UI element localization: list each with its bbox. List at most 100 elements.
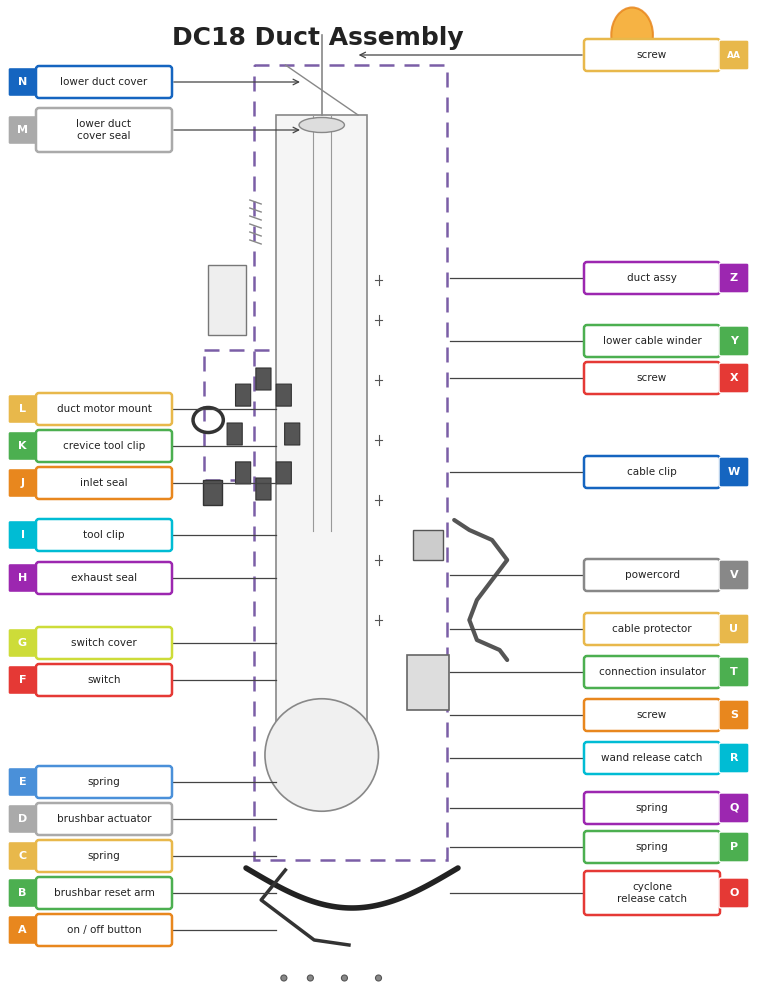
Bar [204, 350, 322, 480]
Text: cyclone
release catch: cyclone release catch [617, 882, 687, 904]
FancyBboxPatch shape [8, 666, 37, 694]
Ellipse shape [375, 975, 382, 981]
FancyBboxPatch shape [8, 115, 37, 144]
FancyBboxPatch shape [719, 326, 749, 356]
Text: A: A [18, 925, 26, 935]
Text: K: K [18, 441, 26, 451]
FancyBboxPatch shape [719, 40, 749, 70]
FancyBboxPatch shape [8, 629, 37, 658]
Text: lower cable winder: lower cable winder [603, 336, 702, 346]
Text: J: J [20, 478, 24, 488]
FancyBboxPatch shape [719, 363, 749, 393]
Ellipse shape [265, 699, 378, 811]
Text: brushbar reset arm: brushbar reset arm [54, 888, 154, 898]
FancyBboxPatch shape [36, 877, 172, 909]
FancyBboxPatch shape [719, 657, 749, 687]
FancyBboxPatch shape [584, 656, 720, 688]
FancyBboxPatch shape [276, 462, 291, 484]
FancyBboxPatch shape [584, 742, 720, 774]
Text: crevice tool clip: crevice tool clip [63, 441, 145, 451]
Ellipse shape [307, 975, 313, 981]
Text: O: O [729, 888, 739, 898]
Text: spring: spring [636, 803, 668, 813]
Text: T: T [730, 667, 738, 677]
Text: cable protector: cable protector [612, 624, 692, 634]
Bar [254, 65, 447, 860]
FancyBboxPatch shape [719, 793, 749, 823]
Text: switch: switch [87, 675, 121, 685]
FancyBboxPatch shape [36, 840, 172, 872]
FancyBboxPatch shape [719, 263, 749, 293]
Text: switch cover: switch cover [71, 638, 137, 648]
Text: .com: .com [654, 47, 681, 57]
Bar [276, 115, 367, 755]
Text: AA: AA [727, 50, 741, 60]
FancyBboxPatch shape [8, 520, 37, 550]
FancyBboxPatch shape [584, 362, 720, 394]
FancyBboxPatch shape [719, 878, 749, 908]
Text: Q: Q [729, 803, 739, 813]
Text: Z: Z [730, 273, 738, 283]
Text: P: P [730, 842, 738, 852]
Text: I: I [20, 530, 24, 540]
FancyBboxPatch shape [584, 559, 720, 591]
Text: lower duct cover: lower duct cover [61, 77, 148, 87]
Text: cable clip: cable clip [627, 467, 677, 477]
Text: exhaust seal: exhaust seal [71, 573, 137, 583]
Text: connection insulator: connection insulator [599, 667, 706, 677]
FancyBboxPatch shape [36, 803, 172, 835]
Text: E: E [19, 777, 26, 787]
FancyBboxPatch shape [719, 614, 749, 644]
Text: V: V [730, 570, 738, 580]
FancyBboxPatch shape [8, 394, 37, 424]
Text: tool clip: tool clip [83, 530, 125, 540]
Text: Y: Y [730, 336, 738, 346]
FancyBboxPatch shape [584, 613, 720, 645]
FancyBboxPatch shape [8, 804, 37, 834]
FancyBboxPatch shape [36, 914, 172, 946]
Bar [203, 480, 222, 505]
Text: M: M [17, 125, 28, 135]
Text: DC18 Duct Assembly: DC18 Duct Assembly [172, 26, 464, 50]
FancyBboxPatch shape [36, 108, 172, 152]
FancyBboxPatch shape [719, 560, 749, 590]
Text: G: G [18, 638, 27, 648]
FancyBboxPatch shape [719, 457, 749, 487]
Text: powercord: powercord [625, 570, 680, 580]
FancyBboxPatch shape [36, 430, 172, 462]
FancyBboxPatch shape [8, 564, 37, 592]
FancyBboxPatch shape [256, 368, 271, 390]
Ellipse shape [612, 7, 653, 62]
Text: C: C [18, 851, 26, 861]
FancyBboxPatch shape [36, 467, 172, 499]
FancyBboxPatch shape [8, 768, 37, 796]
Bar [413, 530, 443, 560]
FancyBboxPatch shape [584, 831, 720, 863]
Text: screw: screw [637, 50, 667, 60]
Text: X: X [730, 373, 738, 383]
Text: W: W [728, 467, 740, 477]
FancyBboxPatch shape [8, 879, 37, 908]
Text: vacuum-direct: vacuum-direct [597, 45, 698, 58]
FancyBboxPatch shape [36, 664, 172, 696]
FancyBboxPatch shape [256, 478, 271, 500]
FancyBboxPatch shape [276, 384, 291, 406]
FancyBboxPatch shape [235, 462, 251, 484]
Ellipse shape [341, 975, 347, 981]
FancyBboxPatch shape [8, 916, 37, 944]
Text: S: S [730, 710, 738, 720]
FancyBboxPatch shape [584, 871, 720, 915]
Text: duct assy: duct assy [627, 273, 677, 283]
FancyBboxPatch shape [36, 562, 172, 594]
Text: duct motor mount: duct motor mount [57, 404, 151, 414]
Text: wand release catch: wand release catch [601, 753, 702, 763]
Text: brushbar actuator: brushbar actuator [57, 814, 151, 824]
FancyBboxPatch shape [36, 627, 172, 659]
FancyBboxPatch shape [8, 468, 37, 497]
FancyBboxPatch shape [584, 456, 720, 488]
Ellipse shape [299, 117, 344, 132]
Text: U: U [730, 624, 739, 634]
Text: screw: screw [637, 710, 667, 720]
FancyBboxPatch shape [285, 423, 300, 445]
Text: F: F [19, 675, 26, 685]
